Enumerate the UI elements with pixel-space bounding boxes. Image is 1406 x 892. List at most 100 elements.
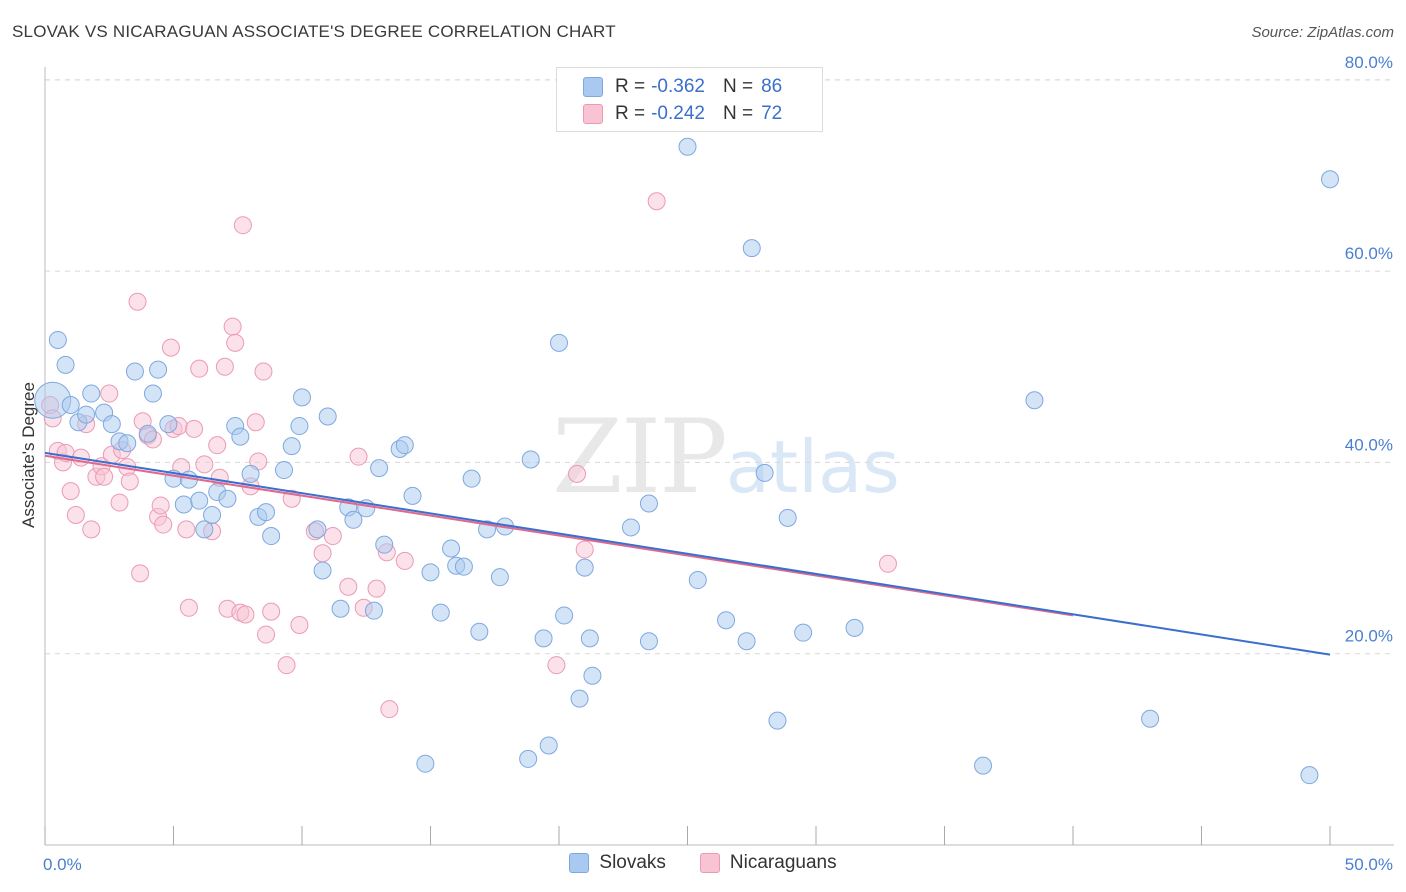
nicaraguan-point (262, 602, 281, 621)
slovak-point (470, 622, 489, 641)
nicaraguan-point (82, 520, 101, 539)
legend-swatch-nicaraguans (699, 853, 720, 873)
nicaraguan-point (179, 598, 198, 617)
slovak-point (375, 535, 394, 554)
slovak-point (688, 571, 707, 590)
nicaraguan-point (151, 496, 170, 515)
nicaraguan-point (131, 564, 150, 583)
slovak-point (621, 518, 640, 537)
y-axis-label: Associate's Degree (19, 382, 38, 528)
slovak-point (974, 756, 993, 775)
nicaraguan-point (257, 625, 276, 644)
nicaraguan-point (100, 384, 119, 403)
slovak-points (34, 137, 1339, 785)
legend-swatch-slovaks (569, 853, 590, 873)
slovak-point (318, 407, 337, 426)
nicaraguan-point (128, 292, 147, 311)
slovak-point (61, 396, 80, 415)
slovak-point (308, 520, 327, 539)
slovak-point (737, 632, 756, 651)
axis-labels: 20.0% 40.0% 60.0% 80.0% 0.0% 50.0% Associate's… (19, 53, 1393, 874)
slovak-point (755, 463, 774, 482)
slovak-point (431, 603, 450, 622)
nicaraguan-point (195, 455, 214, 474)
legend-label-slovaks: Slovaks (599, 852, 666, 873)
slovak-point (555, 606, 574, 625)
slovak-point (550, 333, 568, 352)
legend-n-value: 86 (761, 76, 783, 97)
slovak-point (159, 415, 178, 434)
slovak-point (1300, 766, 1319, 785)
slovak-point (462, 469, 481, 488)
slovak-point (421, 563, 440, 582)
nicaraguan-point (277, 656, 296, 675)
legend-item-slovaks[interactable]: Slovaks (569, 852, 666, 874)
nicaraguan-point (215, 357, 234, 376)
slovak-point (534, 629, 553, 648)
slovak-point (575, 558, 594, 577)
nicaraguan-trend-line (44, 454, 1074, 617)
slovak-point (290, 417, 309, 436)
nicaraguan-point (154, 515, 173, 534)
legend-swatch-slovaks (583, 77, 603, 97)
slovak-point (344, 510, 363, 529)
nicaraguan-point (395, 551, 414, 570)
slovak-point (331, 599, 350, 618)
slovak-point (275, 461, 294, 480)
slovak-point (313, 561, 332, 580)
nicaraguan-point (66, 506, 85, 525)
slovak-point (77, 405, 96, 424)
slovak-point (282, 437, 301, 456)
slovak-point (1321, 170, 1339, 189)
nicaraguan-point (236, 605, 255, 624)
slovak-point (768, 711, 787, 730)
slovak-point (149, 360, 168, 379)
slovak-point (364, 601, 383, 620)
slovak-point (102, 415, 121, 434)
slovak-point (231, 427, 250, 446)
axes (44, 67, 1394, 846)
legend-n-label: N = (722, 76, 754, 97)
slovak-point (56, 355, 75, 374)
y-tick-label: 20.0% (1345, 627, 1393, 646)
slovak-trend-line (44, 451, 1331, 656)
slovak-point (218, 489, 237, 508)
nicaraguan-point (567, 464, 586, 483)
nicaraguan-point (254, 362, 273, 381)
nicaraguan-point (575, 540, 594, 559)
legend-item-nicaraguans[interactable]: Nicaraguans (699, 852, 837, 874)
slovak-point (190, 491, 209, 510)
slovak-point (82, 384, 101, 403)
slovak-point (639, 494, 658, 513)
series-legend: Slovaks Nicaraguans (0, 852, 1406, 874)
nicaraguan-point (323, 527, 342, 546)
slovak-point (138, 424, 157, 443)
nicaraguan-point (349, 447, 368, 466)
source-label: Source: ZipAtlas.com (1251, 24, 1394, 41)
slovak-point (580, 629, 599, 648)
slovak-point (442, 539, 461, 558)
nicaraguan-point (185, 419, 204, 438)
nicaraguan-point (339, 577, 358, 596)
nicaraguan-point (647, 192, 666, 211)
x-tick-label: 50.0% (1345, 855, 1393, 874)
legend-swatch-nicaraguans (583, 104, 603, 124)
nicaraguan-point (547, 656, 566, 675)
slovak-point (48, 330, 67, 349)
slovak-point (583, 666, 602, 685)
slovak-point (742, 239, 761, 258)
nicaraguan-point (190, 359, 209, 378)
nicaraguan-point (208, 436, 227, 455)
nicaraguan-point (161, 338, 180, 357)
slovak-point (293, 388, 311, 407)
slovak-point (778, 508, 797, 527)
legend-row-nicaraguans: R = -0.242 N = 72 (583, 102, 782, 126)
slovak-point (678, 137, 697, 156)
legend-r-value: -0.242 (651, 103, 705, 124)
stats-legend: R = -0.362 N = 86 R = -0.242 N = 72 (556, 67, 823, 132)
nicaraguan-point (177, 520, 196, 539)
nicaraguan-point (290, 616, 309, 635)
y-tick-label: 80.0% (1345, 53, 1393, 72)
y-tick-label: 60.0% (1345, 244, 1393, 263)
slovak-point (845, 618, 864, 637)
